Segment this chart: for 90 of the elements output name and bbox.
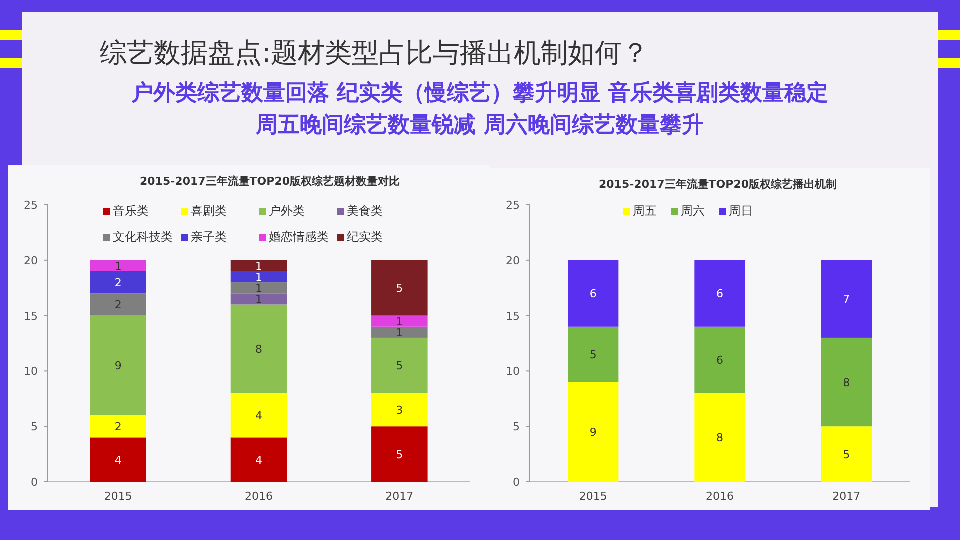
bar: [568, 382, 619, 482]
bar: [568, 260, 619, 327]
data-label: 9: [590, 426, 597, 440]
x-tick-label: 2015: [579, 490, 608, 503]
data-label: 5: [396, 282, 404, 296]
legend-label: 美食类: [347, 204, 383, 218]
data-label: 1: [114, 260, 122, 273]
data-label: 8: [256, 343, 262, 356]
data-label: 1: [396, 315, 404, 328]
legend-label: 喜剧类: [191, 204, 227, 218]
legend-label: 周六: [681, 204, 705, 218]
x-tick-label: 2016: [245, 490, 273, 503]
bar: [230, 271, 288, 283]
y-tick-label: 15: [506, 310, 520, 323]
bar: [90, 294, 146, 316]
y-tick-label: 25: [24, 199, 38, 212]
bar: [821, 338, 872, 427]
x-tick-label: 2016: [706, 490, 734, 503]
bar: [372, 338, 428, 394]
bar: [372, 326, 428, 338]
data-label: 5: [843, 448, 850, 462]
data-label: 4: [256, 454, 262, 467]
text: 综艺数据盘点:题材类型占比与播出机制如何？: [100, 38, 650, 69]
bar: [230, 260, 288, 272]
bar: [372, 426, 428, 482]
bar: [694, 260, 746, 327]
legend-label: 亲子类: [191, 230, 227, 244]
data-label: 3: [396, 404, 404, 417]
y-tick-label: 0: [513, 476, 520, 489]
data-label: 1: [256, 260, 262, 273]
bar: [90, 316, 146, 416]
data-label: 5: [590, 348, 597, 362]
y-tick-label: 10: [506, 365, 520, 378]
bar: [821, 260, 872, 338]
data-label: 1: [256, 293, 262, 306]
data-label: 5: [396, 448, 404, 462]
legend-label: 户外类: [269, 204, 305, 218]
x-tick-label: 2017: [386, 490, 414, 503]
legend-label: 音乐类: [113, 204, 149, 218]
data-label: 7: [843, 293, 850, 306]
legend-label: 周五: [633, 204, 657, 218]
y-tick-label: 5: [31, 420, 38, 434]
bar: [90, 416, 146, 438]
chart-title: 2015-2017三年流量TOP20版权综艺播出机制: [598, 178, 838, 191]
bar: [230, 393, 288, 438]
bar: [90, 271, 146, 294]
data-label: 2: [114, 298, 122, 312]
bar: [230, 294, 288, 305]
y-tick-label: 5: [513, 420, 520, 434]
bar: [372, 393, 428, 427]
bar: [821, 426, 872, 482]
x-tick-label: 2015: [104, 490, 132, 503]
y-tick-label: 10: [24, 365, 38, 378]
chart-title: 2015-2017三年流量TOP20版权综艺题材数量对比: [140, 175, 400, 188]
y-tick-label: 25: [506, 199, 520, 212]
data-label: 6: [716, 288, 724, 301]
data-label: 2: [114, 420, 122, 434]
data-label: 4: [256, 410, 262, 423]
data-label: 8: [843, 376, 850, 390]
data-label: 6: [716, 354, 724, 368]
data-label: 2: [114, 276, 122, 290]
data-label: 5: [396, 360, 404, 373]
bar: [694, 393, 746, 482]
data-label: 6: [590, 288, 597, 301]
bar: [90, 260, 146, 272]
y-tick-label: 0: [31, 476, 38, 489]
text: 户外类综艺数量回落 纪实类（慢综艺）攀升明显 音乐类喜剧类数量稳定: [130, 80, 829, 106]
bar: [694, 326, 746, 394]
y-tick-label: 20: [24, 254, 38, 268]
text: 周五晚间综艺数量锐减 周六晚间综艺数量攀升: [255, 112, 704, 138]
bar: [230, 304, 288, 394]
bar: [372, 316, 428, 327]
bar: [230, 282, 288, 294]
bar: [230, 438, 288, 482]
y-tick-label: 20: [506, 254, 520, 268]
x-tick-label: 2017: [832, 490, 861, 503]
legend-label: 周日: [729, 204, 753, 218]
legend-label: 纪实类: [347, 230, 383, 244]
data-label: 4: [114, 454, 122, 467]
legend-label: 文化科技类: [113, 230, 173, 244]
data-label: 9: [114, 360, 122, 373]
data-label: 1: [256, 282, 262, 296]
y-tick-label: 15: [24, 310, 38, 323]
bar: [90, 438, 146, 482]
legend-label: 婚恋情感类: [269, 230, 329, 244]
bar: [568, 326, 619, 382]
data-label: 8: [716, 432, 724, 445]
bar: [372, 260, 428, 316]
data-label: 1: [256, 271, 262, 284]
data-label: 1: [396, 326, 404, 340]
